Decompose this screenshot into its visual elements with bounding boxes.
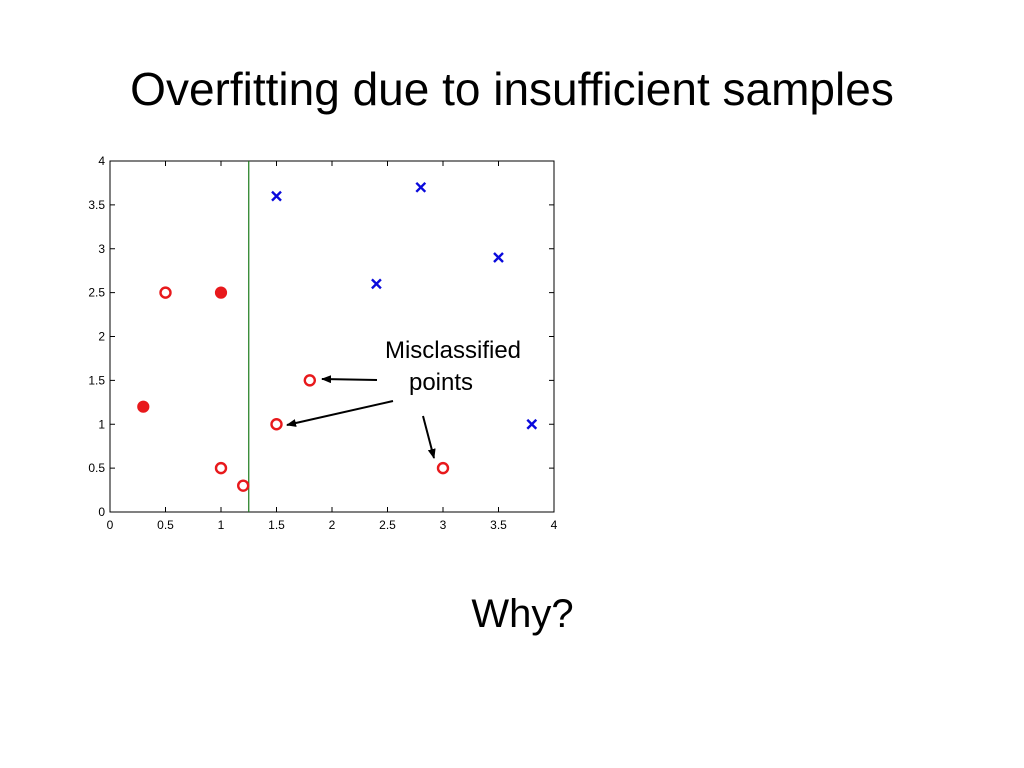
x-tick-label: 1 [218, 518, 225, 532]
filled-circle-point [214, 286, 228, 299]
cross-stroke [526, 418, 538, 430]
annotation-group: Misclassified points [286, 337, 521, 459]
x-tick-label: 1.5 [268, 518, 285, 532]
x-tick-label: 3.5 [490, 518, 507, 532]
y-tick-label: 2 [98, 330, 105, 344]
x-tick-label: 0 [107, 518, 114, 532]
data-points [137, 181, 538, 492]
x-tick-label: 2.5 [379, 518, 396, 532]
cross-stroke [415, 181, 427, 193]
cross-stroke [271, 190, 282, 202]
x-tick-label: 0.5 [157, 518, 174, 532]
annotation-arrow-1 [321, 375, 378, 384]
cross-point [526, 418, 538, 430]
annotation-arrow-3 [422, 415, 436, 459]
annotation-line2: points [409, 369, 473, 396]
y-tick-label: 0 [98, 505, 105, 519]
y-tick-label: 4 [98, 154, 105, 168]
y-tick-label: 0.5 [88, 461, 105, 475]
open-circle-point [159, 286, 172, 299]
open-circle-point [236, 479, 250, 492]
open-circle-point [303, 374, 316, 387]
cross-point [371, 278, 382, 290]
y-tick-label: 3 [98, 242, 105, 256]
filled-circle-point [137, 400, 150, 413]
cross-stroke [493, 252, 504, 263]
slide-subtitle: Why? [471, 592, 574, 636]
x-tick-label: 4 [551, 518, 558, 532]
plot-area [109, 160, 555, 513]
y-tick-label: 2.5 [88, 286, 105, 300]
y-tick-label: 1 [98, 417, 105, 431]
open-circle-point [270, 418, 283, 431]
cross-point [415, 181, 427, 193]
cross-point [493, 252, 504, 263]
slide-title: Overfitting due to insufficient samples [130, 63, 894, 115]
annotation-arrow-2 [286, 400, 394, 427]
open-circle-point [436, 461, 450, 475]
cross-point [271, 190, 282, 202]
cross-stroke [371, 278, 382, 290]
y-tick-label: 1.5 [88, 373, 105, 387]
y-tick-label: 3.5 [88, 198, 105, 212]
x-tick-label: 2 [329, 518, 336, 532]
open-circle-point [214, 461, 228, 475]
axis-ticks: 0 0.5 1 1.5 2 2.5 3 3.5 4 0 0.5 1 1.5 2 2.5 3 3.5 4 [88, 154, 557, 532]
annotation-line1: Misclassified [385, 337, 521, 364]
x-tick-label: 3 [440, 518, 447, 532]
